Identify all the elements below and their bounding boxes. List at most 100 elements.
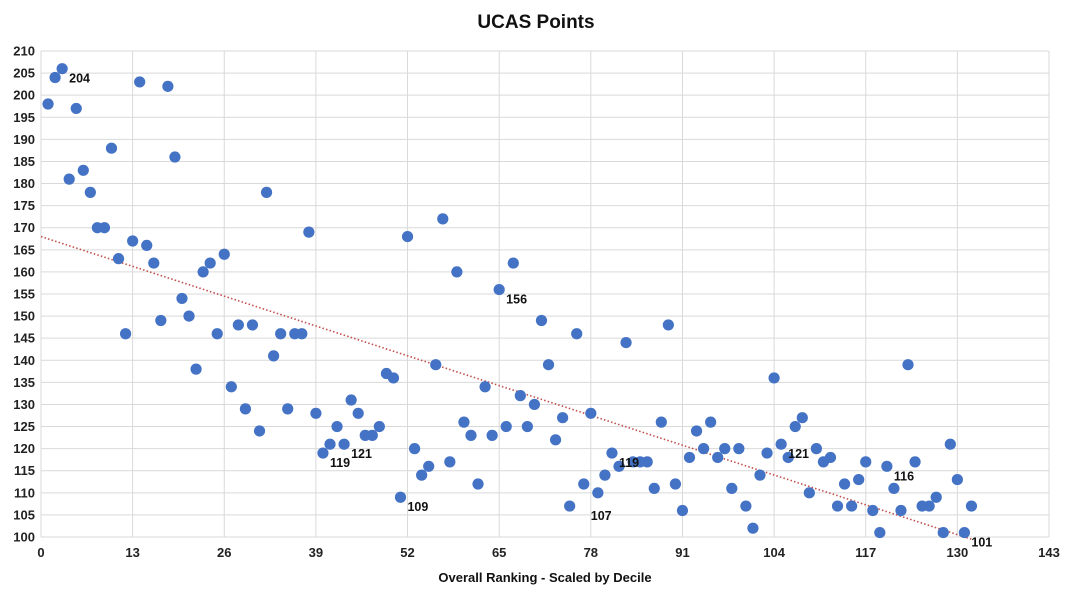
data-point [401,230,414,243]
data-point [733,443,745,455]
data-point [592,487,604,499]
data-point [698,443,710,455]
data-point [239,403,252,415]
data-point [211,328,223,340]
y-tick-label: 145 [13,331,35,346]
data-point [451,266,463,278]
data-point [740,500,752,512]
data-point [225,381,237,393]
data-point [754,469,766,481]
y-tick-label: 140 [13,353,35,368]
data-point [874,526,886,539]
x-tick-label: 13 [125,545,139,560]
x-tick-label: 117 [855,545,876,560]
data-label: 107 [591,509,612,523]
y-tick-label: 175 [13,198,35,213]
data-point [387,372,400,384]
y-tick-label: 110 [14,485,35,500]
data-point [49,71,61,84]
data-point [571,328,583,340]
data-point [930,491,942,503]
data-point [423,460,435,472]
data-point [676,504,689,517]
data-point [796,412,808,424]
data-point [782,451,794,464]
data-point [853,473,865,486]
y-tick-label: 210 [13,44,35,59]
y-tick-label: 170 [13,220,35,235]
data-point [486,429,498,441]
data-point [127,235,139,247]
data-point [204,257,216,269]
data-point [585,407,597,419]
data-point [712,451,724,464]
y-tick-label: 155 [13,287,35,302]
data-point [303,226,315,238]
data-point [493,283,505,296]
data-point [507,257,519,269]
data-point [881,460,893,472]
data-point [253,425,266,437]
x-tick-label: 65 [492,545,506,560]
data-point [437,213,449,225]
data-point [719,443,731,455]
data-point [824,451,837,464]
data-point [218,248,230,260]
data-point [119,328,132,340]
data-point [705,416,717,428]
data-point [944,438,956,450]
y-tick-label: 195 [13,110,35,125]
data-label: 109 [407,500,428,514]
chart-title: UCAS Points [477,12,594,33]
y-tick-label: 105 [13,507,35,522]
data-point [831,500,844,512]
data-point [169,151,181,163]
y-tick-label: 160 [13,264,35,279]
data-point [42,98,54,110]
data-point [183,310,195,322]
data-point [260,186,273,198]
data-point [662,319,674,331]
x-tick-label: 52 [400,545,414,560]
x-axis-title: Overall Ranking - Scaled by Decile [438,570,651,585]
data-point [77,164,89,176]
data-point [84,186,96,198]
data-label: 156 [506,293,527,307]
data-point [789,420,801,433]
data-point [458,416,470,428]
data-label: 121 [351,447,372,461]
data-point [557,412,569,424]
y-tick-label: 190 [13,132,35,147]
data-point [747,522,759,534]
data-point [324,438,336,450]
data-point [162,80,174,92]
data-point [768,372,780,384]
data-label: 119 [619,456,639,470]
data-point [535,314,548,327]
data-point [775,438,787,450]
data-point [810,443,822,455]
data-point [521,420,533,433]
data-point [867,504,879,517]
data-point [331,420,343,433]
y-tick-label: 150 [13,309,35,324]
x-tick-label: 78 [584,545,598,560]
data-point [430,359,442,371]
data-point [366,429,378,441]
data-point [190,363,202,375]
y-tick-label: 135 [13,375,35,390]
x-tick-label: 130 [947,545,969,560]
data-point [296,328,308,340]
data-point [232,319,244,331]
data-point [500,420,512,433]
data-point [909,456,921,468]
data-point [408,443,421,455]
data-point [683,451,696,464]
y-tick-label: 100 [13,530,35,545]
data-point [888,482,900,494]
data-point [176,292,188,305]
data-point [472,478,484,490]
y-tick-label: 115 [14,463,35,478]
